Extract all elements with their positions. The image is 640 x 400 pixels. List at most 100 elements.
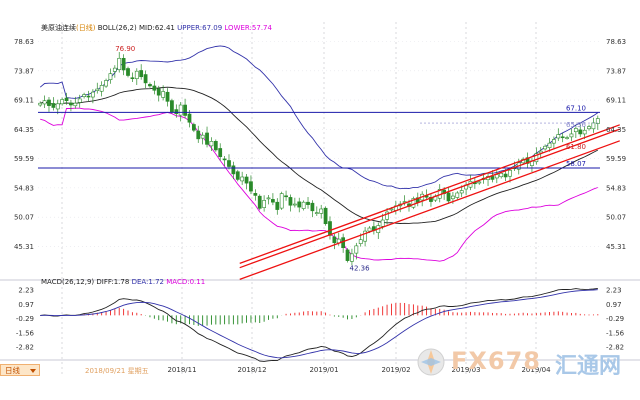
candle-body bbox=[130, 77, 135, 80]
candle-body bbox=[73, 102, 78, 107]
candle-body bbox=[262, 200, 266, 208]
candle-body bbox=[108, 73, 113, 80]
boll-label: BOLL(26,2) bbox=[97, 24, 137, 32]
macd-diff: DIFF:1.78 bbox=[96, 278, 130, 286]
candle-body bbox=[451, 195, 455, 200]
candle-body bbox=[275, 201, 280, 210]
candle-body bbox=[178, 104, 183, 116]
boll-upper-line bbox=[39, 45, 599, 190]
candle-body bbox=[389, 208, 394, 211]
price-tick-right: 78.63 bbox=[606, 38, 626, 46]
instrument-name: 美原油连续 bbox=[41, 24, 76, 32]
period-tag: (日线) bbox=[76, 24, 96, 32]
candle-body bbox=[240, 176, 245, 182]
candle-body bbox=[69, 102, 73, 106]
candle-body bbox=[508, 169, 512, 177]
price-tick-left: 45.31 bbox=[14, 243, 34, 251]
candle-body bbox=[328, 221, 332, 236]
candle-body bbox=[213, 141, 218, 151]
price-tick-left: 69.11 bbox=[14, 97, 34, 105]
candle-body bbox=[297, 201, 302, 208]
date-tick: 2019/04 bbox=[521, 366, 551, 374]
candle-body bbox=[174, 109, 179, 114]
macd-tick-right: -1.56 bbox=[606, 329, 625, 337]
bollinger-bands bbox=[39, 45, 599, 262]
date-tick: 2019/01 bbox=[309, 366, 338, 374]
price-tick-left: 50.07 bbox=[14, 214, 34, 222]
candle-body bbox=[556, 134, 561, 139]
date-axis: 2018/11 2018/12 2019/01 2019/02 2019/03 2019/… bbox=[167, 366, 551, 374]
candle-body bbox=[42, 100, 47, 105]
horizontal-levels: 67.10 58.07 bbox=[38, 104, 600, 169]
candle-body bbox=[161, 91, 166, 98]
macd-header: MACD(26,12,9) DIFF:1.78 DEA:1.72 MACD:0.… bbox=[41, 278, 205, 286]
candle-body bbox=[538, 150, 543, 154]
candle-body bbox=[288, 197, 293, 206]
macd-diff-line bbox=[40, 288, 598, 362]
date-tick: 2018/12 bbox=[237, 366, 266, 374]
candle-body bbox=[156, 88, 161, 96]
candle-body bbox=[196, 130, 201, 140]
timeframe-dropdown[interactable]: 日线 bbox=[0, 364, 40, 376]
level-label: 67.10 bbox=[566, 104, 586, 112]
macd-tick-left: 0.97 bbox=[18, 301, 34, 309]
candle-body bbox=[271, 199, 275, 203]
macd-tick-right: -2.82 bbox=[606, 344, 624, 352]
candle-body bbox=[367, 227, 372, 232]
price-tick-left: 64.35 bbox=[14, 126, 34, 134]
candle-body bbox=[319, 208, 324, 214]
candle-body bbox=[86, 95, 91, 98]
candle-body bbox=[60, 99, 65, 105]
chart-header: 美原油连续(日线) BOLL(26,2) MID:62.41 UPPER:67.… bbox=[41, 23, 272, 33]
channel-upper-line bbox=[239, 124, 620, 264]
candle-body bbox=[573, 128, 578, 133]
candle-body bbox=[543, 145, 547, 150]
candle-body bbox=[95, 88, 100, 91]
macd-tick-left: -2.82 bbox=[16, 344, 34, 352]
candle-body bbox=[143, 74, 148, 84]
macd-value: MACD:0.11 bbox=[166, 278, 206, 286]
candle-body bbox=[112, 67, 117, 72]
candle-body bbox=[121, 57, 126, 71]
candle-body bbox=[534, 153, 539, 163]
candle-body bbox=[314, 212, 319, 214]
candle-body bbox=[126, 68, 130, 76]
watermark-cn: 汇通网 bbox=[555, 354, 622, 379]
price-tick-right: 59.59 bbox=[606, 155, 626, 163]
candle-body bbox=[165, 91, 170, 102]
candle-body bbox=[64, 97, 69, 102]
candle-body bbox=[134, 70, 139, 80]
candle-body bbox=[99, 85, 104, 92]
candle-body bbox=[104, 80, 108, 87]
candle-body bbox=[279, 193, 284, 209]
candle-body bbox=[82, 94, 86, 97]
candle-body bbox=[253, 193, 258, 196]
macd-tick-left: -0.29 bbox=[16, 315, 34, 323]
candle-body bbox=[578, 129, 583, 135]
candle-body bbox=[191, 124, 196, 131]
candle-body bbox=[77, 98, 82, 103]
boll-mid-line bbox=[40, 86, 599, 224]
candle-body bbox=[459, 190, 464, 194]
candle-body bbox=[350, 253, 354, 262]
candle-body bbox=[560, 136, 565, 139]
candle-body bbox=[205, 132, 209, 145]
candle-body bbox=[249, 181, 253, 192]
fx678-logo-icon bbox=[417, 348, 445, 376]
candle-body bbox=[306, 201, 310, 205]
candle-body bbox=[187, 113, 192, 123]
last-price-label: 65.36 bbox=[566, 121, 587, 129]
macd-dea-line bbox=[40, 289, 598, 359]
candle-body bbox=[91, 91, 95, 98]
price-tick-right: 73.87 bbox=[606, 67, 626, 75]
date-tick: 2019/03 bbox=[451, 366, 480, 374]
trend-channel bbox=[239, 124, 620, 280]
candle-body bbox=[332, 236, 337, 244]
candle-body bbox=[499, 172, 504, 178]
fx678-watermark: FX678 汇通网 bbox=[417, 344, 637, 380]
price-tick-right: 69.11 bbox=[606, 97, 626, 105]
candle-body bbox=[411, 198, 416, 208]
macd-tick-right: 2.23 bbox=[606, 287, 622, 295]
macd-tick-right: 0.97 bbox=[606, 301, 622, 309]
